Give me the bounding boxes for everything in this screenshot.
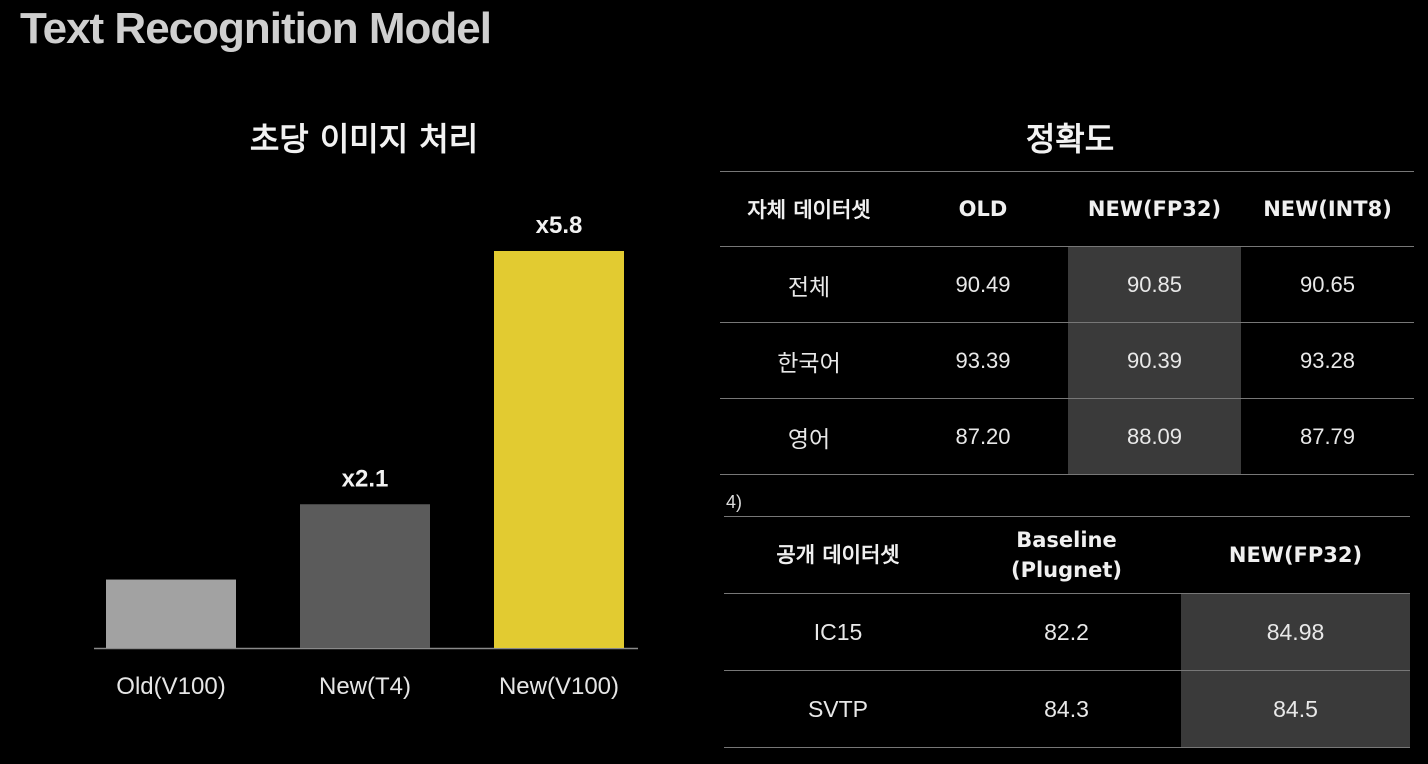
header-baseline: Baseline (Plugnet): [952, 516, 1181, 594]
bar-3: [494, 251, 624, 648]
category-label: New(V100): [499, 673, 619, 700]
header-new-fp32: NEW(FP32): [1068, 171, 1241, 247]
header-dataset: 자체 데이터셋: [720, 171, 898, 247]
cell-value: 90.85: [1068, 246, 1241, 323]
row-label: 전체: [720, 246, 898, 323]
data-label: x5.8: [536, 212, 583, 239]
table-row: 영어 87.20 88.09 87.79: [720, 398, 1414, 475]
table-row: SVTP 84.3 84.5: [724, 670, 1410, 748]
bar-chart: Old(V100) New(T4) x2.1 New(V100) x5.8: [94, 212, 638, 700]
cell-value: 87.20: [898, 398, 1068, 475]
row-label: IC15: [724, 593, 952, 671]
cell-value: 84.3: [952, 670, 1181, 748]
slide-title: Text Recognition Model: [20, 4, 492, 53]
cell-value: 93.39: [898, 322, 1068, 399]
cell-value: 84.98: [1181, 593, 1410, 671]
row-label: SVTP: [724, 670, 952, 748]
header-old: OLD: [898, 171, 1068, 247]
accuracy-table-public: 공개 데이터셋 Baseline (Plugnet) NEW(FP32) IC1…: [724, 516, 1410, 748]
header-new-fp32: NEW(FP32): [1181, 516, 1410, 594]
cell-value: 93.28: [1241, 322, 1414, 399]
cell-value: 88.09: [1068, 398, 1241, 475]
table-row: 한국어 93.39 90.39 93.28: [720, 322, 1414, 399]
table-row: 전체 90.49 90.85 90.65: [720, 246, 1414, 323]
cell-value: 90.49: [898, 246, 1068, 323]
table-header-row: 자체 데이터셋 OLD NEW(FP32) NEW(INT8): [720, 171, 1414, 247]
category-label: Old(V100): [116, 673, 225, 700]
footnote-marker: 4): [726, 492, 743, 512]
table-row: IC15 82.2 84.98: [724, 593, 1410, 671]
cell-value: 82.2: [952, 593, 1181, 671]
row-label: 영어: [720, 398, 898, 475]
table-title: 정확도: [1025, 120, 1115, 158]
category-label: New(T4): [319, 673, 411, 700]
cell-value: 90.39: [1068, 322, 1241, 399]
header-new-int8: NEW(INT8): [1241, 171, 1414, 247]
table-header-row: 공개 데이터셋 Baseline (Plugnet) NEW(FP32): [724, 516, 1410, 594]
bar-2: [300, 504, 430, 648]
cell-value: 84.5: [1181, 670, 1410, 748]
header-dataset: 공개 데이터셋: [724, 516, 952, 594]
data-label: x2.1: [342, 465, 389, 492]
bar-1: [106, 579, 236, 648]
cell-value: 90.65: [1241, 246, 1414, 323]
cell-value: 87.79: [1241, 398, 1414, 475]
accuracy-table-internal: 자체 데이터셋 OLD NEW(FP32) NEW(INT8) 전체 90.49…: [720, 171, 1414, 475]
chart-title: 초당 이미지 처리: [249, 120, 479, 158]
row-label: 한국어: [720, 322, 898, 399]
